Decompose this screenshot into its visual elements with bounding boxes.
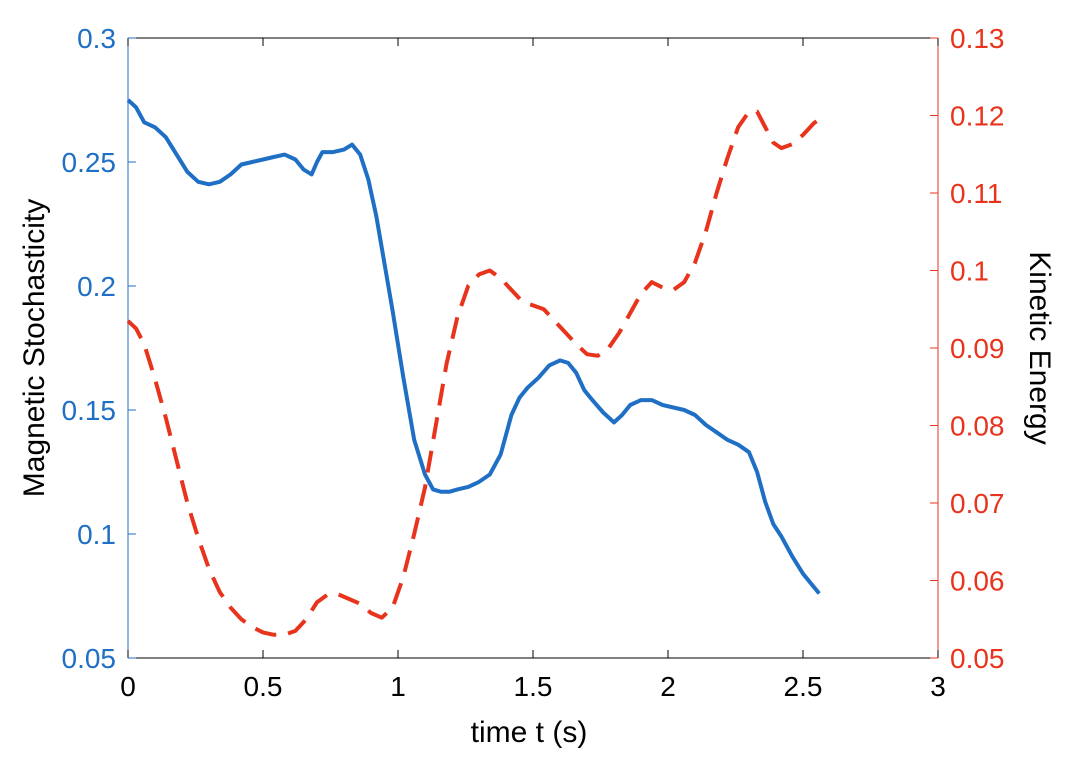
magnetic-stochasticity-line [126, 98, 821, 595]
x-tick-label: 3 [930, 671, 946, 702]
x-axis-ticks: 0 0.5 1 1.5 2 2.5 3 [120, 38, 946, 702]
right-y-tick-label: 0.07 [950, 488, 1005, 519]
left-y-tick-label: 0.2 [77, 271, 116, 302]
x-axis-label: time t (s) [471, 716, 588, 749]
right-y-axis-label: Kinetic Energy [1023, 251, 1056, 444]
x-tick-label: 2 [660, 671, 676, 702]
left-y-tick-label: 0.25 [62, 147, 117, 178]
left-y-tick-label: 0.05 [62, 643, 117, 674]
series-lines [126, 98, 821, 637]
x-tick-label: 2.5 [784, 671, 823, 702]
left-y-axis-ticks: 0.05 0.1 0.15 0.2 0.25 0.3 [62, 23, 136, 674]
right-y-tick-label: 0.08 [950, 411, 1005, 442]
left-y-axis-label: Magnetic Stochasticity [18, 199, 51, 497]
right-y-tick-label: 0.13 [950, 23, 1005, 54]
right-y-tick-label: 0.06 [950, 566, 1005, 597]
plot-frame [127, 37, 939, 659]
x-tick-label: 1.5 [514, 671, 553, 702]
left-y-tick-label: 0.1 [77, 519, 116, 550]
x-tick-label: 0.5 [244, 671, 283, 702]
left-y-tick-label: 0.3 [77, 23, 116, 54]
x-tick-label: 0 [120, 671, 136, 702]
right-y-tick-label: 0.12 [950, 101, 1005, 132]
right-y-axis-ticks: 0.05 0.06 0.07 0.08 0.09 0.1 0.11 0.12 0.13 [930, 23, 1005, 674]
left-y-tick-label: 0.15 [62, 395, 117, 426]
right-y-tick-label: 0.05 [950, 643, 1005, 674]
kinetic-energy-line [126, 109, 821, 637]
right-y-tick-label: 0.11 [950, 178, 1002, 209]
right-y-tick-label: 0.09 [950, 333, 1005, 364]
x-tick-label: 1 [390, 671, 406, 702]
right-y-tick-label: 0.1 [950, 256, 989, 287]
